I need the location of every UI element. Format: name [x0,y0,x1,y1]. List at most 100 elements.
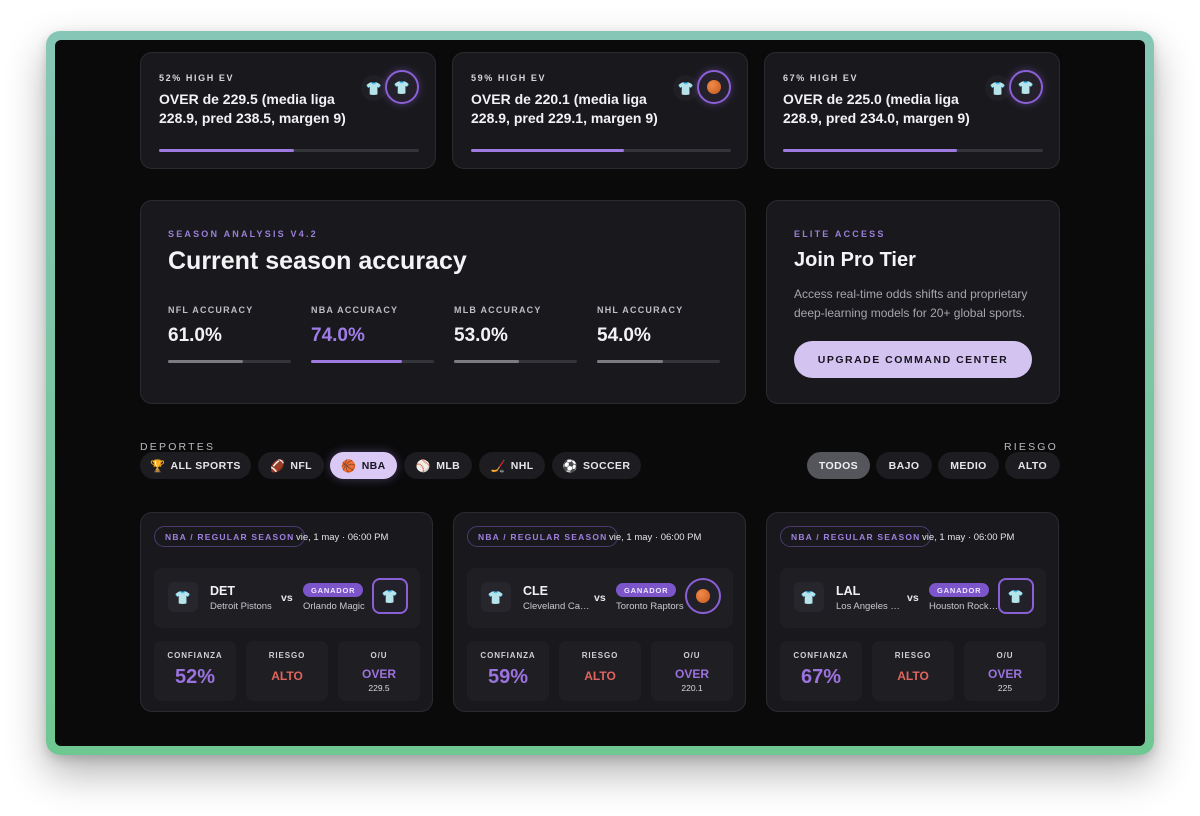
pro-eyebrow: ELITE ACCESS [794,229,886,239]
game-card[interactable]: NBA / REGULAR SEASON vie, 1 may · 06:00 … [453,512,746,712]
stat-label: CONFIANZA [480,651,536,660]
pick-card[interactable]: 59% HIGH EV OVER de 220.1 (media liga 22… [452,52,748,169]
pick-progress [783,149,1043,152]
stat-label: CONFIANZA [167,651,223,660]
risk-stat: RIESGO ALTO [872,641,954,701]
game-date: vie, 1 may · 06:00 PM [922,532,1015,543]
home-abbr: CLE [523,584,548,598]
basketball-icon [697,70,731,104]
chip-label: NBA [361,459,386,472]
season-title: Current season accuracy [168,247,467,275]
chip-label: NHL [510,459,534,472]
chip-nfl[interactable]: 🏈 NFL [258,452,324,479]
stat-label: O/U [683,651,701,660]
soccer-icon: ⚽ [562,458,578,473]
winner-badge: GANADOR [616,583,677,597]
chip-label: MLB [436,459,461,472]
risk-value: ALTO [271,669,303,683]
matchup: 👕 CLE Cleveland Cavaliers vs GANADOR Tor… [467,568,733,628]
pro-tier-card: ELITE ACCESS Join Pro Tier Access real-t… [766,200,1060,404]
accuracy-value: 54.0% [597,325,651,346]
ou-stat: O/U OVER 220.1 [651,641,733,701]
accuracy-bar [168,360,291,363]
pick-text: OVER de 229.5 (media liga 228.9, pred 23… [159,91,346,126]
chip-mlb[interactable]: ⚾ MLB [404,452,472,479]
season-accuracy-card: SEASON ANALYSIS V4.2 Current season accu… [140,200,746,404]
stat-label: O/U [996,651,1014,660]
chip-nba[interactable]: 🏀 NBA [330,452,397,479]
ou-line: 220.1 [681,683,703,693]
nfl-accuracy: NFL ACCURACY 61.0% [168,305,291,363]
away-name: Houston Rockets [929,601,1001,612]
stat-label: RIESGO [894,651,932,660]
pick-tag: 59% HIGH EV [471,73,547,83]
risk-chip-bajo[interactable]: BAJO [876,452,932,479]
risk-chip-alto[interactable]: ALTO [1005,452,1060,479]
accuracy-label: MLB ACCURACY [454,305,542,315]
chip-nhl[interactable]: 🏒 NHL [479,452,545,479]
jersey-icon: 👕 [385,70,419,104]
pick-tag: 67% HIGH EV [783,73,859,83]
pick-card[interactable]: 67% HIGH EV OVER de 225.0 (media liga 22… [764,52,1060,169]
stat-label: RIESGO [581,651,619,660]
confidence-value: 52% [174,666,216,688]
risk-filter-label: RIESGO [1004,441,1059,453]
ou-line: 225 [997,683,1013,693]
nba-accuracy: NBA ACCURACY 74.0% [311,305,434,363]
pick-text: OVER de 225.0 (media liga 228.9, pred 23… [783,91,970,126]
basketball-icon [685,578,721,614]
accuracy-bar [454,360,577,363]
accuracy-bar [597,360,720,363]
vs-label: vs [594,592,606,604]
home-abbr: DET [210,584,235,598]
season-eyebrow: SEASON ANALYSIS V4.2 [168,229,318,239]
jersey-icon: 👕 [481,582,511,612]
pick-card[interactable]: 52% HIGH EV OVER de 229.5 (media liga 22… [140,52,436,169]
matchup: 👕 DET Detroit Pistons vs GANADOR Orlando… [154,568,420,628]
home-name: Los Angeles Lakers [836,601,904,612]
risk-stat: RIESGO ALTO [246,641,328,701]
jersey-icon: 👕 [998,578,1034,614]
stat-label: RIESGO [268,651,306,660]
jersey-icon: 👕 [794,582,824,612]
accuracy-label: NHL ACCURACY [597,305,684,315]
chip-label: NFL [290,459,312,472]
app-window: 52% HIGH EV OVER de 229.5 (media liga 22… [55,40,1145,746]
pro-description: Access real-time odds shifts and proprie… [794,287,1028,320]
sports-filter-label: DEPORTES [140,441,216,453]
vs-label: vs [281,592,293,604]
jersey-icon: 👕 [168,582,198,612]
accuracy-label: NFL ACCURACY [168,305,254,315]
game-card[interactable]: NBA / REGULAR SEASON vie, 1 may · 06:00 … [766,512,1059,712]
football-icon: 🏈 [270,458,286,473]
matchup: 👕 LAL Los Angeles Lakers vs GANADOR Hous… [780,568,1046,628]
chip-soccer[interactable]: ⚽ SOCCER [552,452,641,479]
pick-text: OVER de 220.1 (media liga 228.9, pred 22… [471,91,658,126]
nhl-accuracy: NHL ACCURACY 54.0% [597,305,720,363]
risk-stat: RIESGO ALTO [559,641,641,701]
chip-label: ALL SPORTS [170,459,241,472]
accuracy-label: NBA ACCURACY [311,305,399,315]
game-date: vie, 1 may · 06:00 PM [609,532,702,543]
risk-chip-medio[interactable]: MEDIO [938,452,999,479]
upgrade-button[interactable]: UPGRADE COMMAND CENTER [794,341,1032,378]
jersey-icon: 👕 [372,578,408,614]
chip-all-sports[interactable]: 🏆 ALL SPORTS [140,452,251,479]
trophy-icon: 🏆 [150,458,166,473]
ou-value: OVER [361,667,396,681]
winner-badge: GANADOR [303,583,364,597]
risk-chip-todos[interactable]: TODOS [807,452,870,479]
league-badge: NBA / REGULAR SEASON [154,526,306,547]
pick-progress [159,149,419,152]
accuracy-value: 53.0% [454,325,508,346]
stat-label: O/U [370,651,388,660]
away-name: Orlando Magic [303,601,365,612]
ou-value: OVER [674,667,709,681]
jersey-icon: 👕 [985,75,1011,101]
stat-label: CONFIANZA [793,651,849,660]
game-card[interactable]: NBA / REGULAR SEASON vie, 1 may · 06:00 … [140,512,433,712]
pro-title: Join Pro Tier [794,249,916,271]
accuracy-value: 74.0% [311,325,365,346]
ou-stat: O/U OVER 229.5 [338,641,420,701]
league-badge: NBA / REGULAR SEASON [780,526,932,547]
